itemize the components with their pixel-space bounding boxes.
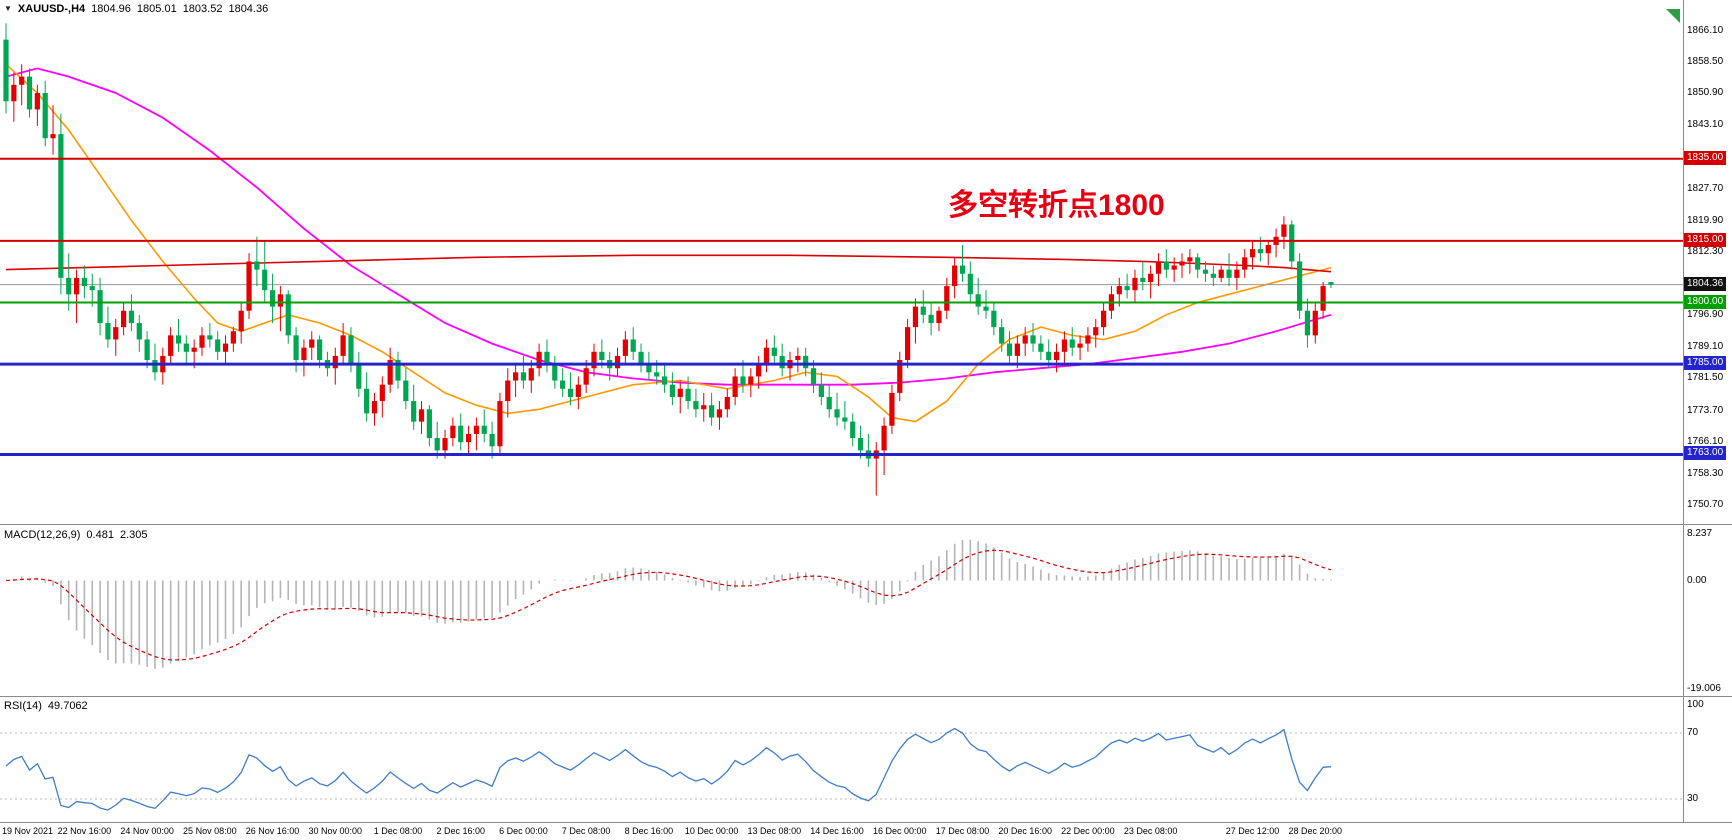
chart-ohlc-header: ▼ XAUUSD-,H4 1804.96 1805.01 1803.52 1804.36 <box>4 3 274 15</box>
time-axis-label: 14 Dec 16:00 <box>810 826 864 836</box>
high-value: 1805.01 <box>136 3 177 15</box>
moving-averages <box>5 63 1332 423</box>
time-axis-label: 23 Dec 08:00 <box>1123 826 1178 836</box>
chart-shift-triangle-icon[interactable] <box>1666 9 1680 23</box>
rsi-panel[interactable] <box>0 697 1732 822</box>
time-axis-label: 22 Nov 16:00 <box>57 826 112 836</box>
price-axis-label: 1781.50 <box>1687 372 1724 384</box>
rsi-axis-label: 30 <box>1687 793 1699 804</box>
close-value: 1804.36 <box>228 3 269 15</box>
time-axis-label: 8 Dec 16:00 <box>624 826 674 836</box>
price-axis-label: 1843.10 <box>1687 119 1724 131</box>
macd-signal-value: 2.305 <box>119 529 148 541</box>
price-axis-label: 1789.10 <box>1687 341 1724 353</box>
support-resistance-lines <box>0 157 1683 456</box>
macd-main-value: 0.481 <box>86 529 114 541</box>
price-axis-label: 1812.30 <box>1687 245 1724 257</box>
symbol-dropdown-icon[interactable]: ▼ <box>4 4 12 13</box>
low-value: 1803.52 <box>182 3 223 15</box>
time-axis-label: 25 Nov 08:00 <box>183 826 237 836</box>
rsi-label: RSI(14) <box>4 700 42 712</box>
panel-separator[interactable] <box>0 696 1732 697</box>
macd-signal-line <box>5 549 1332 661</box>
time-axis-label: 20 Dec 16:00 <box>998 826 1052 836</box>
price-axis-label: 1819.90 <box>1687 214 1724 226</box>
time-axis-label: 6 Dec 00:00 <box>499 826 548 836</box>
price-axis-label: 1850.90 <box>1687 87 1724 99</box>
rsi-axis-label: 100 <box>1687 699 1704 710</box>
price-axis-label: 1866.10 <box>1687 25 1724 36</box>
symbol-timeframe-label: XAUUSD-,H4 <box>17 3 86 15</box>
macd-header: MACD(12,26,9) 0.481 2.305 <box>4 529 153 541</box>
price-axis-label: 1858.50 <box>1687 56 1724 68</box>
macd-axis-label: 0.00 <box>1687 574 1707 586</box>
price-axis-label: 1758.30 <box>1687 467 1724 479</box>
macd-histogram <box>13 539 1332 669</box>
price-axis[interactable]: 1835.00 1815.00 1800.00 1785.00 1763.00 1804.… <box>1684 0 1732 822</box>
time-axis-label: 19 Nov 2021 <box>2 826 54 836</box>
current-price-tag: 1804.36 <box>1684 276 1727 291</box>
time-axis-label: 10 Dec 00:00 <box>684 826 739 836</box>
macd-axis-label: 8.237 <box>1687 527 1713 539</box>
candles <box>3 23 1334 496</box>
price-axis-label: 1750.70 <box>1687 499 1724 510</box>
panel-separator <box>0 822 1732 823</box>
macd-axis-label: -19.006 <box>1687 682 1721 694</box>
rsi-header: RSI(14) 49.7062 <box>4 700 94 712</box>
rsi-level-lines <box>0 732 1683 800</box>
price-tag-1800.00: 1800.00 <box>1684 294 1727 309</box>
time-axis-label: 13 Dec 08:00 <box>747 826 802 836</box>
time-axis-label: 26 Nov 16:00 <box>245 826 300 836</box>
main-price-panel[interactable] <box>0 0 1732 525</box>
time-axis-label: 30 Nov 00:00 <box>308 826 363 836</box>
price-axis-label: 1766.10 <box>1687 435 1724 447</box>
time-axis-label: 17 Dec 08:00 <box>935 826 990 836</box>
rsi-axis-label: 70 <box>1687 727 1699 738</box>
annotation-text[interactable]: 多空转折点1800 <box>948 189 1165 222</box>
price-axis-label: 1796.90 <box>1687 309 1724 321</box>
time-axis[interactable]: 19 Nov 2021 22 Nov 16:00 24 Nov 00:00 25 No… <box>0 823 1732 840</box>
macd-panel[interactable] <box>0 525 1732 696</box>
time-axis-label: 24 Nov 00:00 <box>120 826 174 836</box>
rsi-line <box>5 727 1332 811</box>
price-tag-1815.00: 1815.00 <box>1684 232 1727 247</box>
time-axis-label: 28 Dec 20:00 <box>1288 826 1343 836</box>
price-tag-1835.00: 1835.00 <box>1684 150 1727 165</box>
price-axis-label: 1773.70 <box>1687 404 1724 416</box>
price-axis-border <box>1683 0 1684 822</box>
time-axis-label: 27 Dec 12:00 <box>1225 826 1280 836</box>
price-tag-1763.00: 1763.00 <box>1684 446 1727 461</box>
open-value: 1804.96 <box>91 3 131 15</box>
time-axis-label: 7 Dec 08:00 <box>561 826 611 836</box>
rsi-value: 49.7062 <box>47 700 88 712</box>
macd-label: MACD(12,26,9) <box>4 529 81 541</box>
price-axis-label: 1827.70 <box>1687 182 1724 194</box>
price-tag-1785.00: 1785.00 <box>1684 356 1727 371</box>
time-axis-label: 22 Dec 00:00 <box>1061 826 1115 836</box>
panel-separator[interactable] <box>0 524 1732 525</box>
time-axis-label: 2 Dec 16:00 <box>436 826 485 836</box>
time-axis-label: 1 Dec 08:00 <box>373 826 423 836</box>
time-axis-label: 16 Dec 00:00 <box>872 826 927 836</box>
